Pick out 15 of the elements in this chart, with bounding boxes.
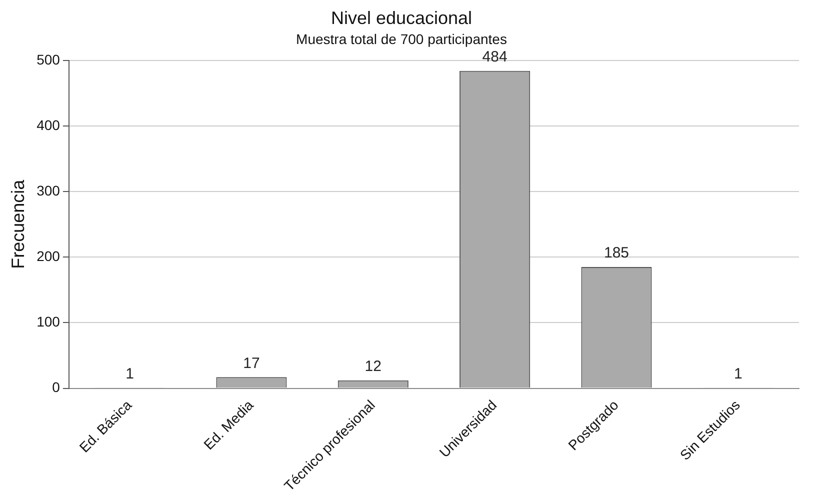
chart-subtitle: Muestra total de 700 participantes xyxy=(296,30,507,47)
y-tick-label: 400 xyxy=(36,116,60,133)
data-label: 12 xyxy=(364,358,382,376)
y-tick-label: 200 xyxy=(36,248,60,264)
data-label: 17 xyxy=(243,354,260,372)
y-tick-label: 300 xyxy=(36,182,60,198)
y-tick-label: 100 xyxy=(36,314,60,330)
data-label: 484 xyxy=(482,48,508,66)
data-label: 1 xyxy=(126,365,134,382)
data-label: 1 xyxy=(734,365,742,382)
y-tick-label: 0 xyxy=(52,379,60,396)
data-label: 185 xyxy=(604,244,630,262)
y-axis-title: Frecuencia xyxy=(8,178,28,269)
chart-title: Nivel educacional xyxy=(330,8,472,28)
y-tick-label: 500 xyxy=(36,51,60,68)
